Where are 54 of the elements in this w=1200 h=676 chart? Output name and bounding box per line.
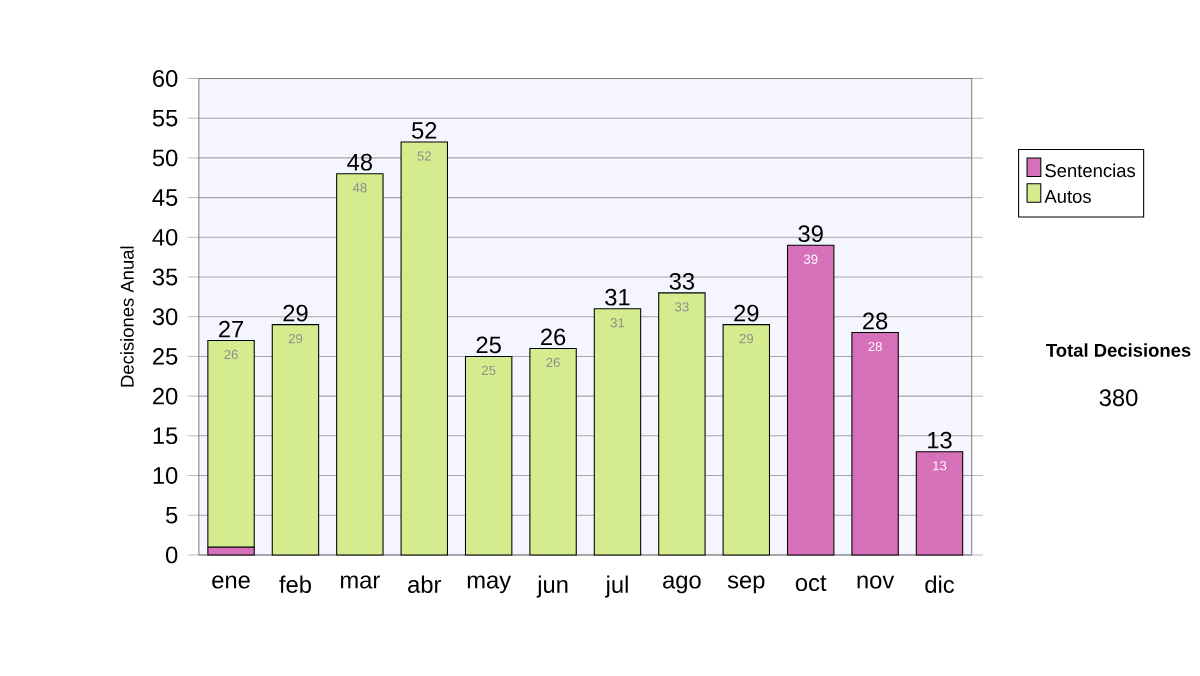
- total-label: 31: [605, 289, 630, 307]
- text: 380: [1099, 389, 1138, 407]
- y-tick-label: 20: [153, 388, 178, 406]
- y-tick-label: 35: [152, 269, 178, 286]
- bar: [464, 356, 513, 556]
- total-label: 26: [541, 328, 566, 346]
- bar: [851, 332, 899, 556]
- total-label: 25: [476, 336, 501, 354]
- y-tick-label: 60: [153, 70, 178, 88]
- total-label: 48: [347, 154, 373, 172]
- x-tick-label: may: [467, 576, 512, 594]
- x-tick-label: jul: [605, 576, 628, 599]
- total-label: 27: [219, 321, 244, 338]
- bar: [336, 173, 384, 556]
- x-tick-label: feb: [279, 576, 311, 594]
- bar: [915, 451, 964, 556]
- total-label: 13: [928, 432, 952, 450]
- total-label: 52: [412, 122, 437, 140]
- y-tick-label: 15: [153, 428, 178, 445]
- y-tick-label: 30: [152, 308, 178, 326]
- x-tick-label: sep: [727, 576, 765, 594]
- total-label: 39: [798, 225, 823, 243]
- bar: [271, 324, 320, 556]
- total-label: 29: [283, 305, 308, 322]
- bar: [786, 245, 835, 556]
- y-tick-label: 55: [152, 110, 178, 127]
- x-tick-label: ago: [663, 576, 701, 594]
- text: Total Decisiones: [1046, 343, 1191, 358]
- y-tick-label: 25: [153, 348, 178, 366]
- legend-label: Autos: [1044, 190, 1091, 204]
- total-label: 28: [863, 313, 888, 330]
- bar: [207, 340, 255, 549]
- x-tick-label: dic: [925, 576, 955, 594]
- legend-label: Sentencias: [1045, 164, 1136, 178]
- total-label: 33: [669, 273, 695, 291]
- x-tick-label: abr: [408, 576, 442, 594]
- y-tick-label: 45: [152, 189, 178, 207]
- bar: [593, 308, 642, 556]
- x-tick-label: jun: [536, 576, 568, 599]
- total-label: 29: [734, 305, 759, 322]
- bar: [529, 348, 577, 556]
- x-tick-label: nov: [857, 576, 895, 590]
- bar: [400, 141, 448, 556]
- x-tick-label: ene: [212, 576, 250, 590]
- y-axis-title: Decisiones Anual: [120, 247, 134, 387]
- y-tick-label: 0: [165, 547, 178, 564]
- x-tick-label: mar: [340, 576, 380, 590]
- y-tick-label: 50: [152, 149, 178, 167]
- y-tick-label: 40: [152, 229, 178, 247]
- y-tick-label: 5: [166, 507, 178, 525]
- bar: [658, 292, 706, 556]
- y-tick-label: 10: [153, 467, 178, 485]
- bar: [722, 324, 771, 556]
- x-tick-label: oct: [795, 576, 827, 592]
